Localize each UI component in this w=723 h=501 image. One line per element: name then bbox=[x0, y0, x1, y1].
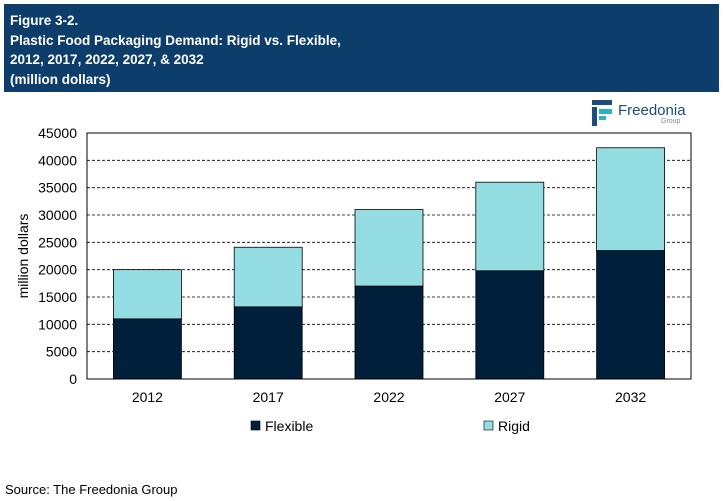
figure-label: Figure 3-2. bbox=[10, 13, 79, 28]
x-tick-labels: 2012 2017 2022 2027 2032 bbox=[132, 389, 647, 405]
figure-title-line-3: (million dollars) bbox=[10, 71, 111, 87]
bar-rigid-2017 bbox=[233, 246, 303, 308]
bar-flexible-2032 bbox=[596, 250, 665, 380]
bar-flexible-2017 bbox=[233, 306, 303, 380]
figure-title-line-2: 2012, 2017, 2022, 2027, & 2032 bbox=[10, 52, 204, 67]
bar-flexible-2012 bbox=[113, 318, 182, 380]
x-tick-label: 2022 bbox=[373, 389, 404, 405]
y-tick-labels: 0 5000 10000 15000 20000 25000 30000 35000 40000… bbox=[38, 125, 77, 387]
legend-label-flexible: Flexible bbox=[265, 418, 313, 434]
figure-title-line-1: Plastic Food Packaging Demand: Rigid vs.… bbox=[10, 32, 341, 48]
bar-flexible-2027 bbox=[475, 270, 545, 380]
freedonia-logo: Freedonia Group bbox=[590, 100, 700, 128]
freedonia-logo-icon bbox=[592, 100, 612, 126]
bar-rigid-2012 bbox=[113, 269, 182, 320]
x-tick-label: 2012 bbox=[132, 389, 163, 405]
legend-label-rigid: Rigid bbox=[498, 418, 530, 434]
y-tick-label: 15000 bbox=[38, 289, 77, 305]
y-tick-label: 5000 bbox=[46, 344, 77, 360]
logo-group: Group bbox=[661, 118, 681, 125]
source-note: Source: The Freedonia Group bbox=[5, 482, 178, 497]
y-tick-label: 20000 bbox=[38, 262, 77, 278]
y-tick-label: 30000 bbox=[38, 207, 77, 223]
y-tick-label: 25000 bbox=[38, 234, 77, 250]
bar-rigid-2027 bbox=[475, 181, 545, 272]
bars bbox=[113, 147, 665, 380]
bar-flexible-2022 bbox=[354, 285, 424, 380]
x-tick-label: 2032 bbox=[615, 389, 646, 405]
legend: Flexible Rigid bbox=[250, 418, 530, 434]
y-tick-label: 45000 bbox=[38, 125, 77, 141]
bar-rigid-2022 bbox=[354, 209, 424, 287]
logo-name: Freedonia bbox=[618, 102, 686, 119]
legend-swatch-flexible bbox=[250, 420, 261, 431]
figure-header: Figure 3-2. Plastic Food Packaging Deman… bbox=[4, 4, 719, 92]
y-tick-label: 10000 bbox=[38, 316, 77, 332]
y-tick-label: 35000 bbox=[38, 180, 77, 196]
y-tick-label: 0 bbox=[69, 371, 77, 387]
x-tick-label: 2017 bbox=[253, 389, 284, 405]
legend-swatch-rigid bbox=[483, 420, 494, 431]
y-axis-label: million dollars bbox=[15, 214, 31, 299]
y-tick-label: 40000 bbox=[38, 152, 77, 168]
x-tick-label: 2027 bbox=[494, 389, 525, 405]
bar-rigid-2032 bbox=[596, 147, 665, 251]
